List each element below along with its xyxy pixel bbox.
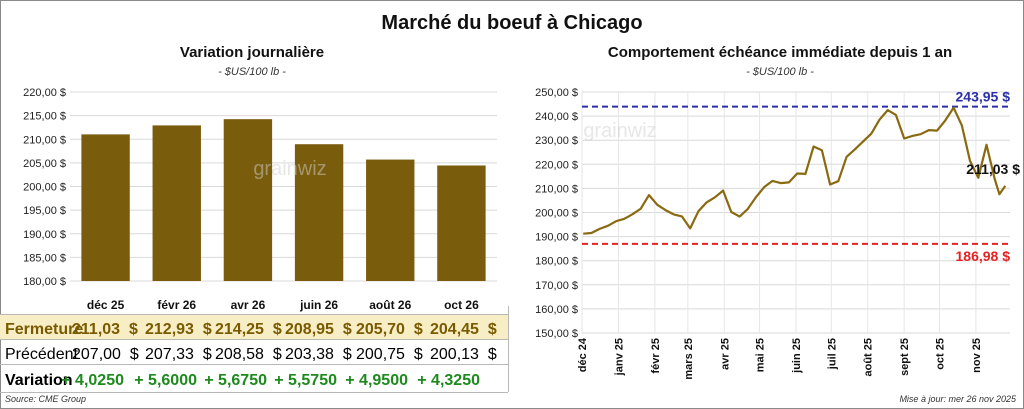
table-cell: 208,58 $: [215, 346, 282, 363]
y-tick-label: 185,00 $: [23, 252, 66, 264]
x-tick-label: oct 26: [444, 298, 479, 312]
x-tick-label: févr 25: [650, 338, 662, 373]
y-tick-label: 170,00 $: [535, 280, 578, 292]
table-cell: 203,38 $: [285, 346, 352, 363]
table-row-variation: Variation + 4,0250 + 5,6000 + 5,6750 + 5…: [0, 366, 508, 390]
y-tick-label: 215,00 $: [23, 111, 66, 123]
table-cell: 208,95 $: [285, 321, 352, 338]
table-bottom-divider: [0, 392, 508, 393]
series-line: [583, 106, 1007, 235]
table-cell: 207,33 $: [145, 346, 212, 363]
source-note: Source: CME Group: [5, 394, 87, 404]
bar: [81, 134, 130, 281]
y-tick-label: 240,00 $: [535, 111, 578, 123]
table-cell: + 4,9500: [345, 372, 408, 389]
x-tick-label: août 25: [863, 338, 875, 377]
row-label: Variation: [5, 372, 73, 389]
bar: [223, 119, 273, 281]
x-tick-label: déc 25: [87, 298, 125, 312]
table-cell: 200,75 $: [356, 346, 423, 363]
line-chart: 150,00 $ 160,00 $ 170,00 $ 180,00 $ 190,00 $…: [535, 87, 1020, 380]
table-cell: + 5,5750: [274, 372, 337, 389]
y-tick-label: 250,00 $: [535, 87, 578, 99]
line-chart-title: Comportement échéance immédiate depuis 1…: [607, 44, 953, 61]
watermark: grainwiz: [253, 158, 326, 180]
last-value-label: 211,03 $: [966, 161, 1020, 177]
table-cell: 205,70 $: [356, 321, 423, 338]
x-tick-label: janv 25: [613, 338, 625, 376]
x-tick-label: avr 25: [719, 338, 731, 370]
x-tick-label: sept 25: [899, 338, 911, 376]
reference-label: 243,95 $: [956, 89, 1011, 105]
update-note: Mise à jour: mer 26 nov 2025: [899, 394, 1016, 404]
table-row-precedent: Précédent 207,00 $ 207,33 $ 208,58 $ 203…: [0, 340, 508, 364]
y-tick-label: 160,00 $: [535, 304, 578, 316]
y-tick-label: 230,00 $: [535, 135, 578, 147]
bar: [294, 144, 344, 281]
page-title: Marché du boeuf à Chicago: [381, 12, 643, 34]
panel-divider: [508, 306, 509, 392]
reference-label: 186,98 $: [956, 248, 1011, 264]
x-tick-label: août 26: [369, 298, 411, 312]
bar: [152, 125, 201, 281]
table-cell: 200,13 $: [430, 346, 497, 363]
y-tick-label: 210,00 $: [23, 134, 66, 146]
y-tick-label: 220,00 $: [535, 159, 578, 171]
y-tick-label: 190,00 $: [535, 232, 578, 244]
bar-chart: 180,00 $ 185,00 $ 190,00 $ 195,00 $ 200,00 $…: [23, 87, 497, 312]
table-cell: + 5,6750: [204, 372, 267, 389]
table-cell: + 4,0250: [61, 372, 124, 389]
x-tick-label: févr 26: [157, 298, 196, 312]
y-tick-label: 150,00 $: [535, 328, 578, 340]
table-divider: [0, 364, 508, 365]
x-tick-label: mai 25: [755, 338, 767, 372]
bar: [366, 159, 415, 281]
y-tick-label: 205,00 $: [23, 158, 66, 170]
y-tick-label: 180,00 $: [23, 276, 66, 288]
table-cell: 214,25 $: [215, 321, 282, 338]
x-tick-label: juil 25: [826, 338, 838, 370]
y-tick-label: 210,00 $: [535, 183, 578, 195]
table-cell: + 5,6000: [134, 372, 197, 389]
y-tick-label: 180,00 $: [535, 256, 578, 268]
x-tick-label: nov 25: [971, 338, 983, 373]
table-cell: + 4,3250: [417, 372, 480, 389]
table-top-divider: [0, 314, 508, 315]
x-tick-label: oct 25: [934, 338, 946, 370]
y-tick-label: 220,00 $: [23, 87, 66, 99]
x-tick-label: déc 24: [577, 337, 589, 372]
table-divider: [0, 339, 508, 340]
y-tick-label: 190,00 $: [23, 229, 66, 241]
y-tick-label: 200,00 $: [535, 208, 578, 220]
x-tick-label: avr 26: [231, 298, 266, 312]
line-chart-subtitle: - $US/100 lb -: [746, 66, 814, 78]
table-cell: 207,00 $: [72, 346, 139, 363]
table-cell: 212,93 $: [145, 321, 212, 338]
bar-chart-subtitle: - $US/100 lb -: [218, 66, 286, 78]
bar: [437, 165, 486, 281]
bar-chart-title: Variation journalière: [179, 44, 325, 61]
table-cell: 211,03 $: [72, 321, 138, 338]
table-cell: 204,45 $: [430, 321, 497, 338]
y-tick-label: 200,00 $: [23, 182, 66, 194]
row-label: Précédent: [5, 346, 78, 363]
y-tick-label: 195,00 $: [23, 205, 66, 217]
watermark: grainwiz: [583, 120, 656, 142]
row-label: Fermeture: [5, 321, 84, 338]
table-row-fermeture: Fermeture 211,03 $ 212,93 $ 214,25 $ 208…: [0, 315, 508, 339]
x-tick-label: juin 25: [791, 338, 803, 374]
x-tick-label: juin 26: [299, 298, 338, 312]
x-tick-label: mars 25: [683, 338, 695, 380]
